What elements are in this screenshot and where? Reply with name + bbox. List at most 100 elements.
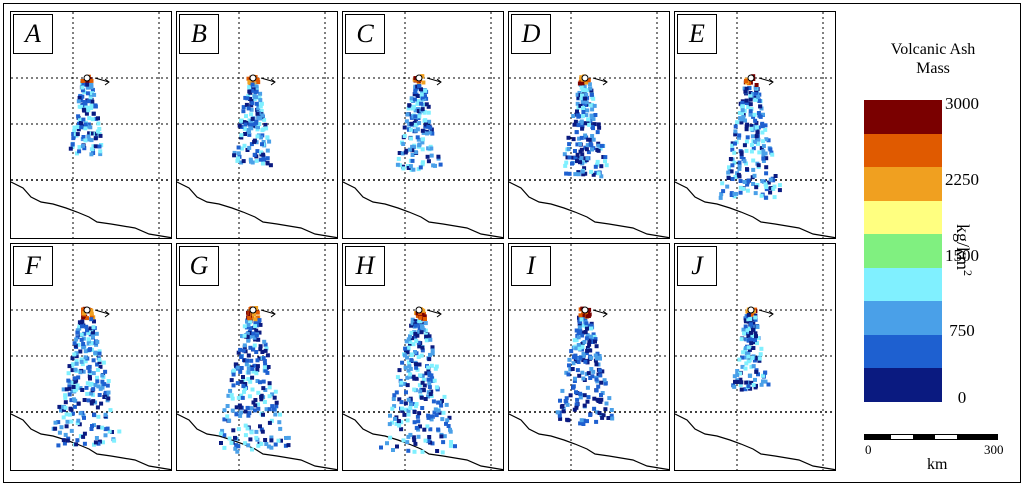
ash-cell xyxy=(754,120,759,125)
ash-cell xyxy=(763,370,768,375)
ash-cell xyxy=(449,440,453,444)
ash-cell xyxy=(733,379,737,384)
panel-label: D xyxy=(511,14,551,54)
ash-cell xyxy=(228,388,233,393)
ash-cell xyxy=(256,390,261,395)
arrow-icon xyxy=(758,309,774,318)
ash-cell xyxy=(591,96,596,101)
ash-cell xyxy=(238,369,243,374)
ash-cell xyxy=(746,351,751,356)
ash-cell xyxy=(757,358,762,363)
ash-map xyxy=(675,244,835,470)
ash-cell xyxy=(580,124,585,129)
ash-cell xyxy=(225,404,230,408)
ash-cell xyxy=(582,403,587,408)
ash-cell xyxy=(595,356,599,361)
ash-cell xyxy=(413,319,418,324)
ash-cell xyxy=(71,397,76,402)
ash-cell xyxy=(429,417,434,422)
ash-cell xyxy=(258,380,262,385)
ash-cell xyxy=(735,379,740,384)
ash-cell xyxy=(97,360,102,365)
ash-cell xyxy=(71,385,76,389)
ash-cell xyxy=(286,443,291,448)
ash-cell xyxy=(400,408,405,413)
ash-cell xyxy=(255,77,260,82)
ash-cell xyxy=(410,336,415,341)
ash-cell xyxy=(85,85,90,90)
ash-cell xyxy=(77,324,82,329)
ash-cell xyxy=(259,427,264,432)
ash-cell xyxy=(599,397,604,402)
ash-cell xyxy=(610,416,615,421)
ash-cell xyxy=(594,344,599,349)
ash-cell xyxy=(748,94,753,99)
ash-cell xyxy=(84,111,89,116)
ash-cell xyxy=(89,103,94,108)
ash-cell xyxy=(79,357,84,362)
ash-cell xyxy=(596,148,601,153)
ash-cell xyxy=(85,316,89,321)
ash-cell xyxy=(427,381,432,386)
ash-cell xyxy=(413,441,418,446)
ash-cell xyxy=(259,441,264,446)
ash-cell xyxy=(748,91,753,95)
ash-cell xyxy=(91,111,96,116)
ash-cell xyxy=(246,370,251,375)
ash-cell xyxy=(252,312,256,317)
ash-cell xyxy=(763,123,768,128)
ash-cell xyxy=(243,441,248,446)
ash-cell xyxy=(417,383,422,388)
ash-cell xyxy=(428,352,432,357)
ash-cell xyxy=(245,96,250,101)
ash-cell xyxy=(413,323,418,328)
ash-cell xyxy=(413,334,418,339)
ash-cell xyxy=(753,338,757,343)
ash-cell xyxy=(90,117,95,122)
ash-cell xyxy=(581,351,586,356)
ash-cell xyxy=(426,124,431,129)
ash-cell xyxy=(603,407,608,412)
ash-cell xyxy=(602,378,607,383)
ash-cell xyxy=(413,76,418,81)
ash-cell xyxy=(412,97,417,102)
panel-label: I xyxy=(511,246,551,286)
ash-cell xyxy=(581,376,586,381)
ash-cell xyxy=(594,362,599,367)
ash-cell xyxy=(429,153,434,158)
ash-cell xyxy=(252,363,257,368)
ash-cell xyxy=(587,122,592,127)
ash-cell xyxy=(103,390,108,395)
ash-cell xyxy=(743,366,748,371)
ash-cell xyxy=(589,92,594,97)
ash-cell xyxy=(434,364,439,369)
ash-cell xyxy=(579,147,584,152)
ash-cell xyxy=(84,324,89,329)
ash-cell xyxy=(586,117,591,122)
ash-cell xyxy=(721,189,726,194)
ash-cell xyxy=(406,337,411,342)
ash-cell xyxy=(415,94,420,98)
ash-cell xyxy=(584,103,588,107)
ash-cell xyxy=(72,341,77,346)
ash-cell xyxy=(242,143,247,148)
ash-cell xyxy=(420,324,424,329)
ash-cell xyxy=(407,364,412,369)
ash-cell xyxy=(250,82,255,87)
ash-cell xyxy=(761,144,766,149)
ash-cell xyxy=(243,132,247,136)
ash-cell xyxy=(409,352,414,357)
ash-cell xyxy=(250,366,255,371)
ash-cell xyxy=(409,96,414,101)
ash-cell xyxy=(766,382,771,387)
ash-cell xyxy=(753,317,758,322)
ash-cell xyxy=(71,136,76,141)
ash-cell xyxy=(753,94,758,99)
ash-cell xyxy=(761,379,765,384)
ash-cell xyxy=(251,369,256,374)
ash-cell xyxy=(585,156,590,161)
ash-cell xyxy=(256,106,261,111)
ash-cell xyxy=(70,411,75,416)
ash-cell xyxy=(420,128,425,133)
ash-cell xyxy=(253,321,258,326)
